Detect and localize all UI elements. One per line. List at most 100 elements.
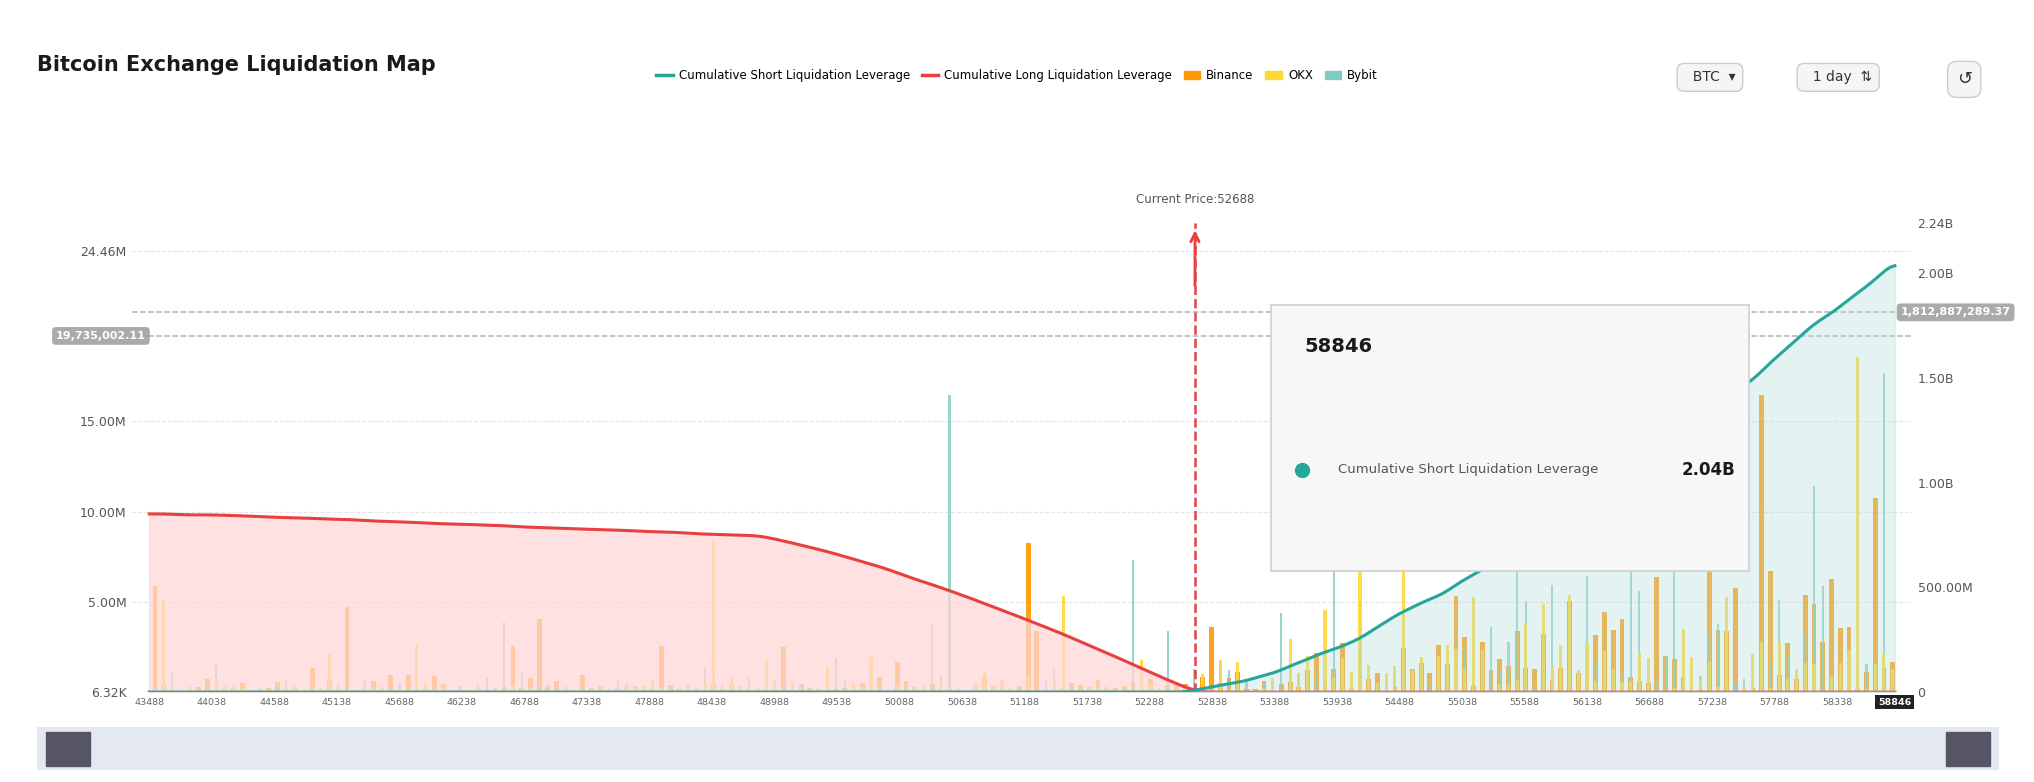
Bar: [391, 688, 393, 692]
Bar: [545, 687, 551, 692]
Bar: [1849, 687, 1851, 692]
Bar: [1141, 659, 1143, 692]
Bar: [537, 691, 541, 692]
Bar: [1534, 686, 1536, 692]
Bar: [1290, 677, 1292, 692]
Bar: [258, 690, 262, 692]
Text: 2.04B: 2.04B: [1682, 461, 1735, 479]
Bar: [1515, 630, 1519, 692]
Bar: [1865, 664, 1867, 692]
Bar: [1892, 673, 1894, 692]
Bar: [1489, 627, 1493, 692]
Bar: [1855, 689, 1861, 692]
Bar: [755, 691, 761, 692]
Bar: [974, 687, 976, 692]
Bar: [1682, 629, 1684, 692]
Bar: [47, 732, 89, 766]
Bar: [773, 689, 777, 692]
Bar: [1489, 670, 1493, 692]
Bar: [433, 689, 435, 692]
Bar: [661, 691, 663, 692]
Bar: [1603, 612, 1607, 692]
Bar: [1184, 691, 1186, 692]
Bar: [999, 688, 1005, 692]
Bar: [1446, 645, 1448, 692]
Bar: [643, 686, 645, 692]
Bar: [555, 691, 557, 692]
Bar: [1062, 690, 1064, 692]
Bar: [1237, 691, 1239, 692]
Bar: [1359, 602, 1361, 692]
Bar: [1566, 601, 1572, 692]
Bar: [266, 691, 271, 692]
Bar: [887, 691, 889, 692]
Bar: [1881, 655, 1886, 692]
Bar: [1820, 642, 1824, 692]
Bar: [214, 691, 218, 692]
Bar: [380, 688, 384, 692]
Bar: [1883, 373, 1886, 692]
Bar: [651, 680, 655, 692]
Bar: [1436, 656, 1440, 692]
Bar: [807, 687, 812, 692]
Bar: [1839, 628, 1843, 692]
Bar: [635, 688, 637, 692]
Bar: [582, 686, 584, 692]
Bar: [879, 688, 881, 692]
Bar: [1682, 680, 1684, 692]
Bar: [1621, 673, 1623, 692]
Bar: [1595, 664, 1597, 692]
Bar: [948, 686, 952, 692]
Bar: [1401, 648, 1405, 692]
Bar: [598, 686, 602, 692]
Bar: [1227, 678, 1231, 692]
Bar: [224, 691, 226, 692]
Bar: [171, 691, 175, 692]
Bar: [1523, 622, 1528, 692]
Bar: [1208, 627, 1214, 692]
Bar: [757, 688, 759, 692]
Bar: [1796, 669, 1798, 692]
Bar: [1759, 395, 1763, 692]
Bar: [1359, 551, 1361, 692]
Bar: [1680, 676, 1686, 692]
Bar: [826, 667, 830, 692]
Bar: [1584, 643, 1589, 692]
Bar: [730, 687, 732, 692]
Bar: [1664, 656, 1668, 692]
Bar: [563, 691, 565, 692]
Bar: [1086, 687, 1092, 692]
Bar: [1054, 669, 1056, 692]
Bar: [1873, 664, 1877, 692]
Bar: [749, 677, 751, 692]
Bar: [388, 675, 393, 692]
Bar: [344, 607, 350, 692]
Bar: [1499, 683, 1501, 692]
Bar: [553, 680, 559, 692]
Bar: [258, 688, 260, 692]
Bar: [685, 690, 690, 692]
Bar: [1637, 681, 1641, 692]
Text: BTC  ▾: BTC ▾: [1684, 70, 1735, 84]
Bar: [242, 690, 244, 692]
Bar: [1648, 663, 1650, 692]
Bar: [205, 691, 210, 692]
Bar: [441, 685, 445, 692]
Bar: [1499, 672, 1501, 692]
Bar: [720, 685, 724, 692]
Bar: [1804, 663, 1806, 692]
Bar: [1725, 597, 1729, 692]
Bar: [730, 678, 732, 692]
Bar: [1245, 689, 1249, 692]
Bar: [1576, 673, 1580, 692]
Bar: [1314, 691, 1318, 692]
Bar: [1229, 670, 1231, 692]
Bar: [1709, 662, 1711, 692]
Bar: [171, 671, 173, 692]
Bar: [1715, 630, 1721, 692]
Bar: [616, 690, 618, 692]
Bar: [850, 691, 856, 692]
Bar: [712, 683, 716, 692]
Bar: [1332, 363, 1334, 692]
Bar: [372, 687, 374, 692]
